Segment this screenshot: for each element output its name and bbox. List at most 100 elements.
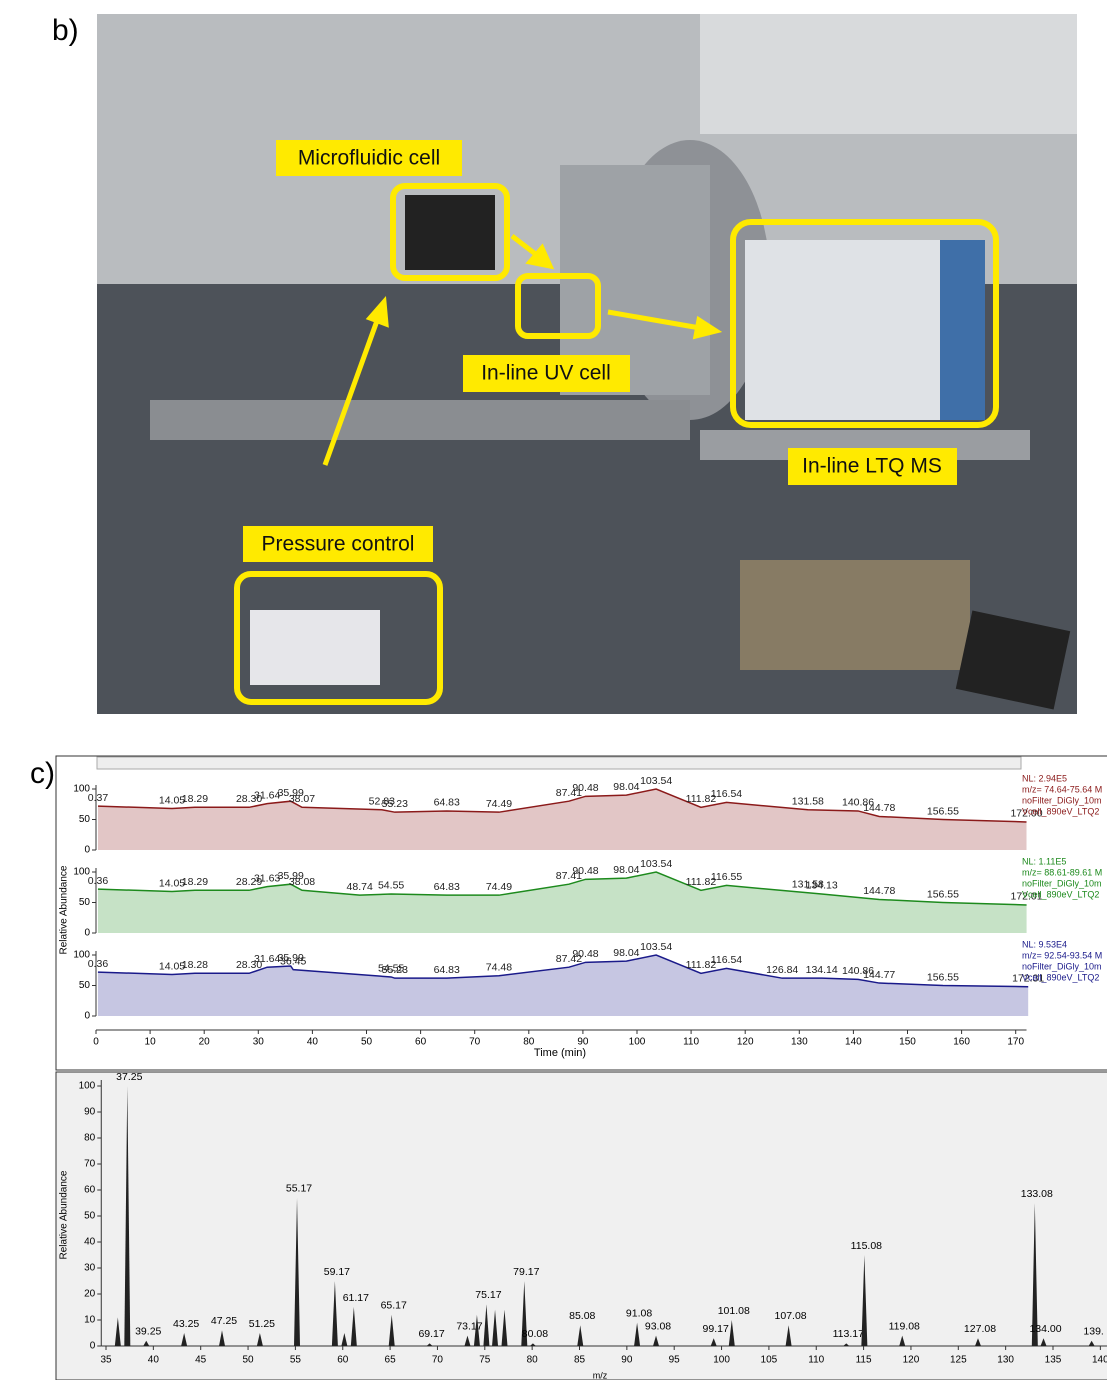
peak-label: 172.00 bbox=[1010, 808, 1042, 820]
peak-label: 39.25 bbox=[135, 1326, 161, 1338]
peak-label: 74.49 bbox=[486, 798, 512, 810]
peak-label: 0.36 bbox=[88, 958, 109, 970]
trace-info: NL: 9.53E4 bbox=[1022, 939, 1067, 949]
peak-label: 0.36 bbox=[88, 875, 109, 887]
peak bbox=[634, 1322, 641, 1346]
arrows bbox=[322, 234, 723, 466]
peak bbox=[1031, 1203, 1038, 1346]
peak-label: 101.08 bbox=[718, 1305, 750, 1317]
peak-label: 107.08 bbox=[775, 1310, 807, 1322]
x-tick-label: 50 bbox=[361, 1037, 373, 1048]
peak-label: 55.17 bbox=[286, 1183, 312, 1195]
peak-label: 156.55 bbox=[927, 971, 959, 983]
peak-label: 73.17 bbox=[456, 1320, 482, 1332]
peak-label: 111.82 bbox=[686, 876, 717, 888]
photo: Microfluidic cell In-line UV cell In-lin… bbox=[97, 14, 1077, 714]
callout-box bbox=[463, 355, 630, 392]
peak bbox=[529, 1343, 536, 1346]
x-tick-label: 80 bbox=[527, 1355, 539, 1366]
peak-label: 98.04 bbox=[613, 864, 639, 876]
peak-label: 51.25 bbox=[249, 1318, 275, 1330]
peak-label: 59.17 bbox=[324, 1266, 350, 1278]
peak bbox=[331, 1281, 338, 1346]
peak-label: 172.01 bbox=[1011, 891, 1043, 903]
peak-label: 28.29 bbox=[236, 876, 262, 888]
peak bbox=[974, 1338, 981, 1346]
x-tick-label: 120 bbox=[737, 1037, 754, 1048]
peak-label: 134.14 bbox=[806, 964, 838, 976]
x-tick-label: 95 bbox=[669, 1355, 681, 1366]
x-tick-label: 75 bbox=[479, 1355, 491, 1366]
peak-label: 134.13 bbox=[806, 880, 838, 892]
peak-label: 133.08 bbox=[1021, 1188, 1053, 1200]
peak bbox=[388, 1314, 395, 1346]
peak-label: 139. bbox=[1083, 1326, 1103, 1338]
peak bbox=[521, 1281, 528, 1346]
peak-label: 47.25 bbox=[211, 1315, 237, 1327]
x-tick-label: 150 bbox=[899, 1037, 916, 1048]
trace-area bbox=[97, 872, 1027, 933]
table-top bbox=[150, 400, 690, 440]
peak-label: 172.31 bbox=[1012, 973, 1044, 985]
peak-label: 55.23 bbox=[382, 798, 408, 810]
x-tick-label: 160 bbox=[953, 1037, 970, 1048]
trace bbox=[97, 788, 1027, 823]
peak-label: 65.17 bbox=[381, 1300, 407, 1312]
arrow-head bbox=[365, 295, 389, 328]
peak-label: 64.83 bbox=[434, 881, 460, 893]
x-tick-label: 115 bbox=[856, 1355, 872, 1366]
peak bbox=[899, 1335, 906, 1346]
x-tick-label: 140 bbox=[1092, 1355, 1107, 1366]
bag bbox=[740, 560, 970, 670]
peak-label: 31.63 bbox=[254, 872, 280, 884]
peak bbox=[219, 1330, 226, 1346]
peak bbox=[464, 1335, 471, 1346]
peak-label: 90.48 bbox=[572, 782, 598, 794]
peak-label: 131.58 bbox=[792, 879, 824, 891]
peak-label: 113.17 bbox=[833, 1328, 864, 1340]
peak-label: 64.83 bbox=[434, 797, 460, 809]
peak-label: 28.30 bbox=[236, 793, 262, 805]
peak-label: 98.04 bbox=[613, 781, 639, 793]
peak-label: 18.28 bbox=[182, 959, 208, 971]
peak bbox=[577, 1325, 584, 1346]
peak bbox=[124, 1086, 131, 1346]
peak-label: 18.29 bbox=[182, 793, 208, 805]
highlight-box bbox=[234, 571, 443, 705]
x-tick-label: 70 bbox=[432, 1355, 444, 1366]
y-tick-label: 50 bbox=[79, 897, 91, 908]
y-tick-label: 100 bbox=[73, 867, 90, 878]
peak bbox=[483, 1304, 490, 1346]
peak-label: 37.25 bbox=[116, 1071, 142, 1083]
peak-label: 85.08 bbox=[569, 1310, 595, 1322]
peak bbox=[426, 1343, 433, 1346]
x-tick-label: 130 bbox=[791, 1037, 808, 1048]
y-tick-label: 0 bbox=[84, 928, 90, 939]
peak-label: 144.78 bbox=[863, 802, 895, 814]
peak-label: 31.64 bbox=[254, 789, 280, 801]
callout: Pressure control bbox=[262, 533, 415, 556]
peak-label: 55.23 bbox=[382, 964, 408, 976]
peak-label: 31.64 bbox=[254, 953, 280, 965]
highlight-box bbox=[390, 183, 510, 281]
x-tick-label: 85 bbox=[574, 1355, 586, 1366]
x-tick-label: 45 bbox=[195, 1355, 207, 1366]
y-tick-label: 0 bbox=[90, 1341, 96, 1352]
peak-label: 14.05 bbox=[159, 960, 185, 972]
y-tick-label: 50 bbox=[79, 814, 91, 825]
x-tick-label: 140 bbox=[845, 1037, 862, 1048]
ceiling bbox=[700, 14, 1077, 134]
callout-box bbox=[243, 526, 433, 562]
callout-box bbox=[788, 448, 957, 485]
peak-label: 119.08 bbox=[889, 1320, 920, 1332]
peak-label: 38.08 bbox=[289, 876, 315, 888]
x-tick-label: 100 bbox=[713, 1355, 730, 1366]
x-tick-label: 50 bbox=[242, 1355, 254, 1366]
highlight-boxes bbox=[234, 183, 999, 705]
y-tick-label: 60 bbox=[84, 1185, 96, 1196]
x-tick-label: 80 bbox=[523, 1037, 535, 1048]
peak-label: 103.54 bbox=[640, 941, 672, 953]
y-tick-label: 0 bbox=[84, 845, 90, 856]
x-tick-label: 35 bbox=[100, 1355, 112, 1366]
y-tick-label: 70 bbox=[84, 1159, 96, 1170]
